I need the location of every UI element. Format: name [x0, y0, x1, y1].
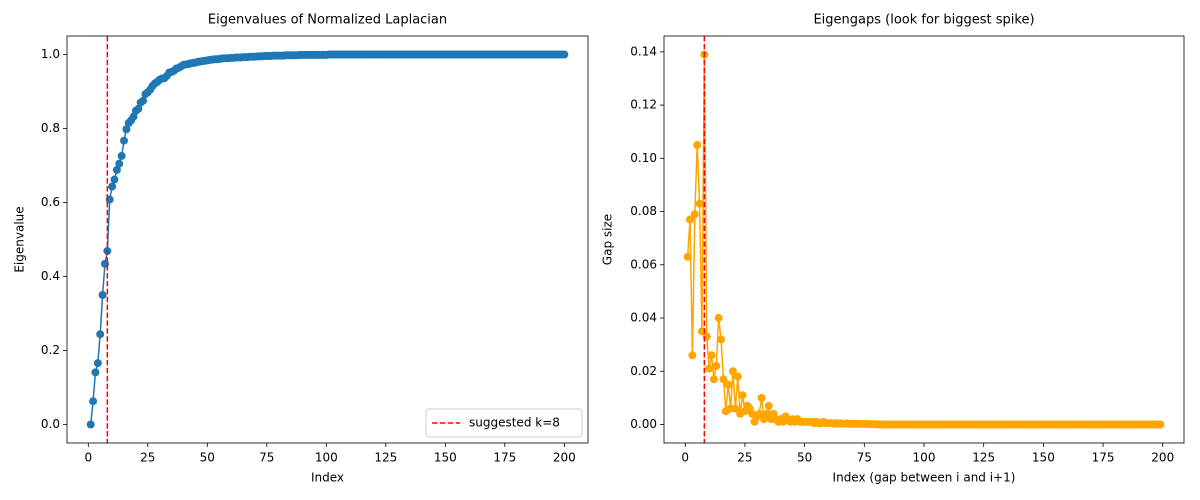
data-point	[755, 409, 764, 418]
y-tick-label: 0.00	[630, 417, 657, 431]
x-tick-label: 125	[374, 451, 397, 465]
legend-box	[425, 408, 583, 438]
y-tick-label: 0.8	[41, 121, 60, 135]
data-point	[707, 351, 716, 360]
data-point	[96, 330, 105, 339]
x-axis-label: Index	[311, 471, 344, 485]
data-point	[709, 375, 718, 384]
data-point	[695, 199, 704, 208]
data-point	[712, 361, 721, 370]
data-point	[134, 104, 143, 113]
y-tick-label: 0.14	[630, 44, 657, 58]
data-point	[110, 175, 119, 184]
x-tick-label: 75	[259, 451, 274, 465]
data-point	[724, 380, 733, 389]
data-point	[91, 368, 100, 377]
data-point	[717, 335, 726, 344]
x-tick-label: 0	[681, 451, 689, 465]
plot-frame	[66, 35, 589, 444]
plot-frame	[663, 35, 1185, 444]
data-point	[93, 359, 102, 368]
data-point	[98, 291, 107, 299]
data-point	[683, 252, 692, 261]
data-point	[117, 151, 126, 160]
data-point	[86, 420, 95, 429]
x-tick-label: 150	[434, 451, 457, 465]
x-tick-label: 0	[84, 451, 92, 465]
data-point	[731, 404, 740, 413]
data-point	[705, 364, 714, 373]
y-axis-label: Gap size	[601, 214, 615, 265]
x-tick-label: 100	[315, 451, 338, 465]
data-point	[108, 182, 117, 191]
x-tick-label: 25	[737, 451, 752, 465]
data-point	[115, 159, 124, 168]
y-tick-label: 1.0	[41, 47, 60, 61]
data-point	[112, 165, 121, 174]
data-point	[122, 125, 131, 134]
data-point	[686, 215, 695, 224]
y-axis-label: Eigenvalue	[13, 206, 27, 272]
data-point	[688, 351, 697, 360]
data-point	[89, 397, 98, 406]
data-line	[686, 54, 1161, 426]
x-tick-label: 25	[140, 451, 155, 465]
x-tick-label: 175	[493, 451, 516, 465]
legend-label: suggested k=8	[469, 416, 560, 430]
x-tick-label: 150	[1032, 451, 1055, 465]
plot-area	[683, 36, 1165, 443]
y-tick-label: 0.0	[41, 417, 60, 431]
y-tick-label: 0.6	[41, 195, 60, 209]
x-tick-label: 50	[797, 451, 812, 465]
x-tick-label: 175	[1092, 451, 1115, 465]
x-tick-label: 200	[1151, 451, 1174, 465]
y-tick-label: 0.4	[41, 269, 60, 283]
x-tick-label: 200	[553, 451, 576, 465]
data-point	[738, 391, 747, 400]
data-point	[693, 141, 702, 150]
y-tick-label: 0.04	[630, 311, 657, 325]
data-point	[1156, 420, 1165, 429]
x-tick-label: 75	[857, 451, 872, 465]
y-tick-label: 0.06	[630, 257, 657, 271]
data-point	[139, 96, 148, 105]
chart-title: Eigengaps (look for biggest spike)	[813, 13, 1034, 28]
data-point	[762, 409, 771, 418]
x-tick-label: 100	[913, 451, 936, 465]
x-tick-label: 50	[200, 451, 215, 465]
data-point	[690, 210, 699, 219]
x-tick-label: 125	[972, 451, 995, 465]
data-point	[728, 367, 737, 376]
data-point	[719, 375, 728, 384]
data-line	[89, 53, 565, 425]
y-tick-label: 0.12	[630, 98, 657, 112]
y-tick-label: 0.10	[630, 151, 657, 165]
x-axis-label: Index (gap between i and i+1)	[833, 471, 1016, 485]
data-point	[120, 136, 129, 145]
data-point	[560, 50, 569, 59]
y-tick-label: 0.08	[630, 204, 657, 218]
plot-area	[86, 36, 569, 443]
y-tick-label: 0.2	[41, 343, 60, 357]
data-point	[764, 401, 773, 410]
data-point	[757, 393, 766, 402]
data-point	[733, 372, 742, 381]
data-point	[714, 314, 723, 323]
y-tick-label: 0.02	[630, 364, 657, 378]
chart-title: Eigenvalues of Normalized Laplacian	[208, 13, 447, 28]
